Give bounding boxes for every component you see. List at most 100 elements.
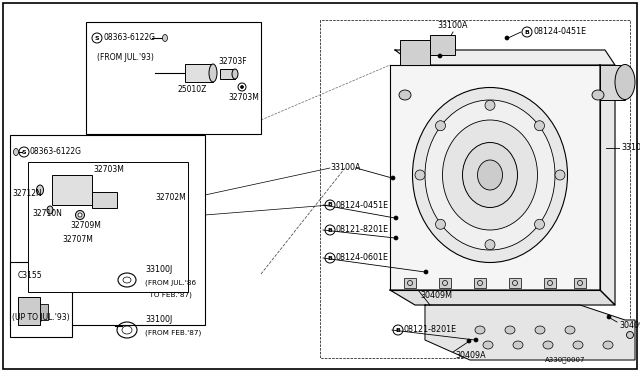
Bar bbox=[18, 297, 40, 325]
Text: B: B bbox=[328, 256, 332, 260]
Ellipse shape bbox=[475, 326, 485, 334]
Text: B: B bbox=[525, 29, 529, 35]
Text: (FROM JUL.'93): (FROM JUL.'93) bbox=[97, 52, 154, 61]
Bar bbox=[544, 278, 556, 288]
Text: 25010Z: 25010Z bbox=[178, 86, 207, 94]
Ellipse shape bbox=[463, 142, 518, 208]
Bar bbox=[86, 22, 261, 134]
Text: B: B bbox=[328, 228, 332, 232]
Text: A330　0007: A330 0007 bbox=[545, 357, 586, 363]
Ellipse shape bbox=[592, 90, 604, 100]
Bar bbox=[430, 35, 455, 55]
Ellipse shape bbox=[415, 170, 425, 180]
Bar bbox=[400, 40, 430, 65]
Text: (FROM JUL.'86: (FROM JUL.'86 bbox=[145, 280, 196, 286]
Text: TO FEB.'87): TO FEB.'87) bbox=[145, 292, 192, 298]
Ellipse shape bbox=[425, 100, 555, 250]
Text: 33100A: 33100A bbox=[437, 20, 467, 29]
Text: 08363-6122G: 08363-6122G bbox=[103, 33, 155, 42]
Text: 33100J: 33100J bbox=[145, 266, 172, 275]
Ellipse shape bbox=[555, 170, 565, 180]
Text: 32703M: 32703M bbox=[228, 93, 259, 102]
Ellipse shape bbox=[483, 341, 493, 349]
Text: 08124-0451E: 08124-0451E bbox=[533, 28, 586, 36]
Bar bbox=[10, 135, 205, 325]
Ellipse shape bbox=[394, 216, 398, 220]
Text: B: B bbox=[328, 202, 332, 208]
Text: 32702M: 32702M bbox=[155, 193, 186, 202]
Bar bbox=[92, 192, 117, 208]
Bar bbox=[404, 278, 416, 288]
Ellipse shape bbox=[535, 326, 545, 334]
Text: 08121-8201E: 08121-8201E bbox=[404, 326, 457, 334]
Ellipse shape bbox=[47, 206, 53, 214]
Ellipse shape bbox=[209, 64, 217, 82]
Bar bbox=[220, 69, 235, 79]
Text: 32703F: 32703F bbox=[218, 58, 246, 67]
Text: 33100: 33100 bbox=[621, 144, 640, 153]
Bar bbox=[574, 278, 586, 288]
Ellipse shape bbox=[399, 90, 411, 100]
Ellipse shape bbox=[394, 236, 398, 240]
Bar bbox=[185, 64, 213, 82]
Ellipse shape bbox=[438, 54, 442, 58]
Ellipse shape bbox=[543, 341, 553, 349]
Text: 33100A: 33100A bbox=[330, 164, 360, 173]
Polygon shape bbox=[390, 65, 600, 290]
Bar bbox=[10, 262, 72, 337]
Ellipse shape bbox=[163, 35, 168, 42]
Text: B: B bbox=[396, 327, 401, 333]
Text: 08363-6122G: 08363-6122G bbox=[30, 148, 82, 157]
Ellipse shape bbox=[435, 121, 445, 131]
Ellipse shape bbox=[505, 36, 509, 40]
Ellipse shape bbox=[603, 341, 613, 349]
Text: C3155: C3155 bbox=[18, 270, 43, 279]
Ellipse shape bbox=[615, 64, 635, 99]
Ellipse shape bbox=[477, 160, 502, 190]
Ellipse shape bbox=[232, 69, 238, 79]
Ellipse shape bbox=[474, 338, 478, 342]
Text: 30409M: 30409M bbox=[420, 291, 452, 299]
Bar bbox=[600, 65, 625, 100]
Ellipse shape bbox=[36, 185, 44, 195]
Ellipse shape bbox=[78, 213, 82, 217]
Text: S: S bbox=[22, 150, 26, 154]
Ellipse shape bbox=[435, 219, 445, 229]
Ellipse shape bbox=[534, 219, 545, 229]
Text: (UP TO JUL.'93): (UP TO JUL.'93) bbox=[12, 314, 70, 323]
Bar bbox=[40, 304, 48, 320]
Text: 32703M: 32703M bbox=[93, 166, 124, 174]
Polygon shape bbox=[600, 65, 615, 305]
Bar bbox=[474, 278, 486, 288]
Ellipse shape bbox=[607, 315, 611, 319]
Ellipse shape bbox=[505, 326, 515, 334]
Text: S: S bbox=[95, 35, 99, 41]
Bar bbox=[509, 278, 521, 288]
Polygon shape bbox=[395, 50, 615, 65]
Text: 08124-0451E: 08124-0451E bbox=[336, 201, 389, 209]
Ellipse shape bbox=[413, 87, 568, 263]
Text: 32707M: 32707M bbox=[62, 235, 93, 244]
Bar bbox=[439, 278, 451, 288]
Ellipse shape bbox=[565, 326, 575, 334]
Polygon shape bbox=[390, 290, 615, 305]
Ellipse shape bbox=[485, 100, 495, 110]
Text: 08124-0601E: 08124-0601E bbox=[336, 253, 389, 263]
Ellipse shape bbox=[424, 270, 428, 274]
Bar bbox=[28, 162, 188, 292]
Ellipse shape bbox=[627, 331, 634, 339]
Ellipse shape bbox=[76, 211, 84, 219]
Text: 33100J: 33100J bbox=[145, 315, 172, 324]
Ellipse shape bbox=[391, 176, 395, 180]
Text: 32712N: 32712N bbox=[12, 189, 42, 198]
Text: (FROM FEB.'87): (FROM FEB.'87) bbox=[145, 330, 201, 336]
Ellipse shape bbox=[241, 86, 243, 89]
Ellipse shape bbox=[534, 121, 545, 131]
Ellipse shape bbox=[13, 148, 19, 155]
Text: 30409A: 30409A bbox=[455, 350, 486, 359]
Ellipse shape bbox=[467, 339, 471, 343]
Text: 32709M: 32709M bbox=[70, 221, 101, 230]
Text: 08121-8201E: 08121-8201E bbox=[336, 225, 389, 234]
Polygon shape bbox=[425, 305, 635, 360]
Ellipse shape bbox=[442, 120, 538, 230]
